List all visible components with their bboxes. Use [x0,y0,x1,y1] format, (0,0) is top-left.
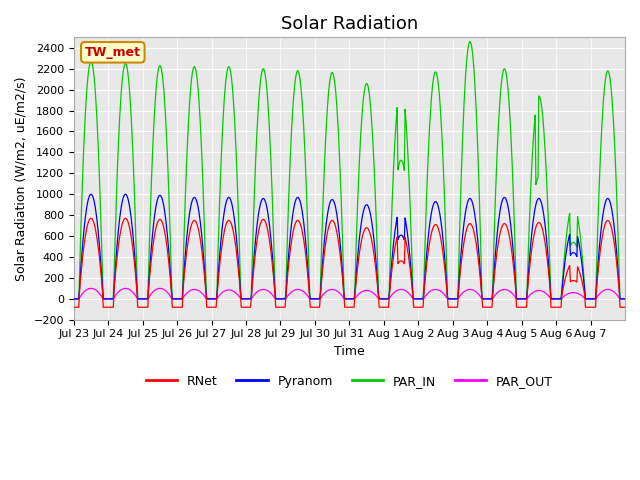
Y-axis label: Solar Radiation (W/m2, uE/m2/s): Solar Radiation (W/m2, uE/m2/s) [15,76,28,281]
Legend: RNet, Pyranom, PAR_IN, PAR_OUT: RNet, Pyranom, PAR_IN, PAR_OUT [141,370,558,393]
Title: Solar Radiation: Solar Radiation [281,15,418,33]
Text: TW_met: TW_met [85,46,141,59]
X-axis label: Time: Time [334,345,365,358]
